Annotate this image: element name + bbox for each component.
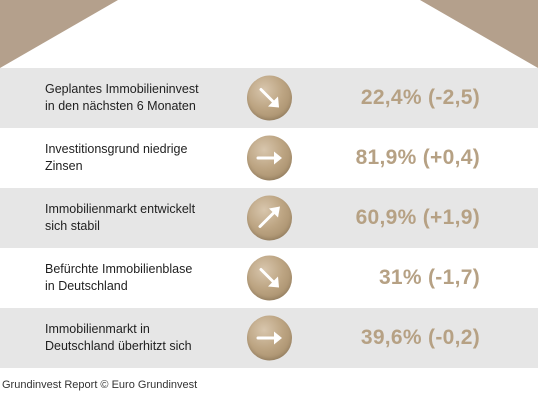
stat-label: Geplantes Immobilieninvest in den nächst… [45, 82, 199, 113]
stat-row: Investitionsgrund niedrige Zinsen 81,9% … [0, 128, 538, 188]
stat-row: Immobilienmarkt in Deutschland überhitzt… [0, 308, 538, 368]
roof-gable [0, 0, 538, 68]
stat-value: 39,6% (-0,2) [360, 326, 480, 349]
arrow-down-right-icon [247, 255, 292, 301]
arrow-down-right-icon [247, 75, 292, 121]
arrow-up-right-icon [247, 195, 292, 241]
stat-row: Befürchte Immobilienblase in Deutschland… [0, 248, 538, 308]
source-credit: Grundinvest Report © Euro Grundinvest [2, 379, 198, 391]
stat-value: 31% (-1,7) [378, 266, 480, 289]
source-footer: Grundinvest Report © Euro Grundinvest [0, 372, 538, 400]
stat-label: Immobilienmarkt in Deutschland überhitzt… [45, 322, 192, 353]
stat-label: Immobilienmarkt entwickelt sich stabil [45, 202, 196, 233]
stat-row: Immobilienmarkt entwickelt sich stabil 6… [0, 188, 538, 248]
stat-label: Befürchte Immobilienblase in Deutschland [45, 262, 193, 293]
stat-value: 60,9% (+1,9) [355, 206, 480, 229]
stat-value: 81,9% (+0,4) [355, 146, 480, 169]
stat-row: Geplantes Immobilieninvest in den nächst… [0, 68, 538, 128]
stat-label: Investitionsgrund niedrige Zinsen [45, 142, 188, 173]
arrow-right-icon [247, 315, 292, 361]
stat-value: 22,4% (-2,5) [360, 86, 480, 109]
arrow-right-icon [247, 135, 292, 181]
